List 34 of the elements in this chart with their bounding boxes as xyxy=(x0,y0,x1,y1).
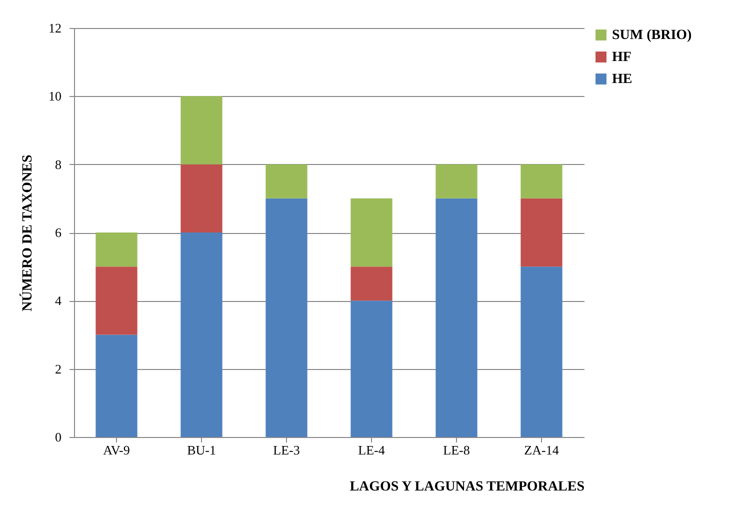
bar xyxy=(266,198,308,437)
legend-label: SUM (BRIO) xyxy=(612,28,692,43)
y-axis-title: NÚMERO DE TAXONES xyxy=(18,154,36,312)
bar xyxy=(350,300,392,437)
x-tick-label: AV-9 xyxy=(103,442,130,458)
bar xyxy=(520,198,562,267)
bar xyxy=(436,198,478,437)
x-tick-label: LE-3 xyxy=(273,442,300,458)
bar xyxy=(96,232,138,267)
bar xyxy=(436,164,478,198)
bar xyxy=(350,198,392,267)
bar xyxy=(180,232,222,437)
legend-label: HE xyxy=(612,72,632,87)
bar xyxy=(96,334,138,437)
y-tick-label: 4 xyxy=(55,293,62,308)
x-tick-label: LE-4 xyxy=(358,442,386,458)
bar xyxy=(520,266,562,437)
y-tick-label: 6 xyxy=(55,225,62,240)
legend-label: HF xyxy=(612,50,632,65)
x-tick-label: BU-1 xyxy=(187,442,216,458)
x-axis-title: LAGOS Y LAGUNAS TEMPORALES xyxy=(350,480,585,494)
y-tick-label: 8 xyxy=(55,156,62,172)
y-tick-label: 10 xyxy=(48,88,62,104)
bar xyxy=(96,266,138,335)
x-tick-label: ZA-14 xyxy=(524,442,560,458)
bar xyxy=(520,164,562,198)
bar xyxy=(266,164,308,198)
bar xyxy=(180,164,222,232)
x-tick-label: LE-8 xyxy=(443,442,470,458)
bar xyxy=(180,96,222,164)
y-tick-label: 2 xyxy=(55,361,62,376)
y-tick-label: 0 xyxy=(55,430,62,444)
y-tick-label: 12 xyxy=(48,20,62,36)
bar xyxy=(350,266,392,301)
